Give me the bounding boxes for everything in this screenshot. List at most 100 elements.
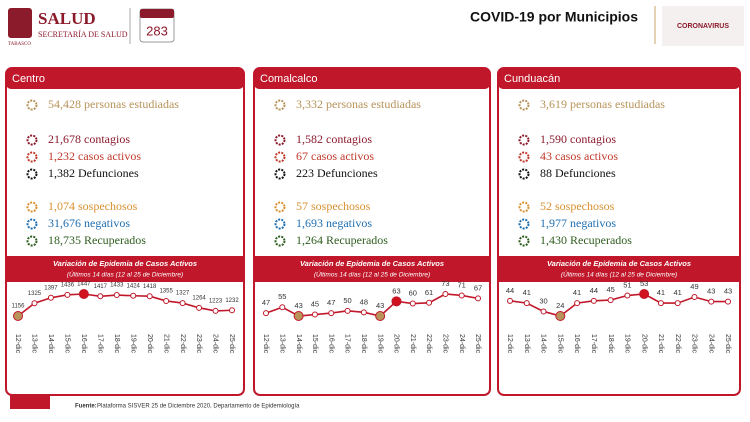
point [590,297,597,304]
point [163,297,170,304]
x-tick-label: 25-dic [724,334,731,354]
point [375,311,386,321]
chart-subtitle: (Últimos 14 días (12 al 25 de Diciembre) [67,270,183,279]
logo-state: TABASCO [8,42,31,47]
x-tick-label: 13-dic [278,334,285,354]
badge-box [662,6,744,46]
x-tick-label: 13-dic [31,334,38,354]
data-label: 1223 [209,299,223,305]
x-tick-label: 19-dic [624,334,631,354]
panel [253,67,491,396]
data-label: 49 [690,282,698,291]
calendar-top [140,9,174,18]
data-label: 44 [590,286,598,295]
stat: 1,430 Recuperados [540,233,632,247]
x-tick-label: 15-dic [311,334,318,354]
x-tick-label: 25-dic [474,334,481,354]
data-label: 1397 [44,285,58,291]
stat-text: sospechosos [311,199,371,213]
data-label: 30 [539,296,547,305]
chart-header [498,256,740,282]
stat: 1,074 sospechosos [48,199,138,213]
stat-icon [518,151,530,163]
data-label: 43 [707,287,715,296]
stat-number: 18,735 [48,233,81,247]
stat: 223 Defunciones [296,166,378,180]
stat-icon [26,218,38,230]
stat-icon [518,235,530,247]
panel-name: Centro [12,73,45,85]
logo-subtitle: SECRETARÍA DE SALUD [38,29,128,39]
stat-icon [26,99,38,111]
panel [5,67,245,396]
x-tick-label: 14-dic [295,334,302,354]
stat-icon [518,134,530,146]
data-label: 24 [556,301,564,310]
stat-text: personas estudiadas [570,97,665,111]
data-label: 55 [278,292,286,301]
data-label: 43 [376,301,384,310]
x-tick-label: 21-dic [409,334,416,354]
x-tick-label: 18-dic [360,334,367,354]
x-tick-label: 22-dic [674,334,681,354]
point [344,307,351,314]
x-tick-label: 12-dic [262,334,269,354]
stat-text: personas estudiadas [84,97,179,111]
point [328,310,335,317]
x-tick-label: 19-dic [376,334,383,354]
stat-number: 88 [540,166,552,180]
stat-number: 1,582 [296,132,323,146]
stat: 57 sospechosos [296,199,371,213]
stat-icon [26,201,38,213]
panel-name: Comalcalco [260,73,317,85]
stat-text: sospechosos [555,199,615,213]
stat: 3,619 personas estudiadas [540,97,665,111]
x-tick-label: 20-dic [146,334,153,354]
stat-text: casos activos [78,149,141,163]
stat-number: 54,428 [48,97,81,111]
point [555,311,566,321]
point [475,295,481,302]
footer-label: Fuente: [75,404,97,410]
point [311,311,318,318]
stat-text: negativos [84,216,130,230]
panel [497,67,741,396]
stat-icon [518,201,530,213]
x-tick-label: 16-dic [80,334,87,354]
stat-text: Defunciones [555,166,616,180]
stat-icon [274,218,286,230]
point [31,300,38,307]
data-label: 1424 [127,283,141,289]
stat-number: 1,074 [48,199,75,213]
stat-number: 1,977 [540,216,567,230]
logo-title: SALUD [38,9,96,28]
stat-number: 1,382 [48,166,75,180]
point [657,300,664,307]
data-label: 41 [657,288,665,297]
x-tick-label: 23-dic [691,334,698,354]
point [360,309,367,316]
stat: 1,382 Defunciones [48,166,139,180]
x-tick-label: 20-dic [640,334,647,354]
stat: 1,977 negativos [540,216,616,230]
stat-text: casos activos [311,149,374,163]
stat-icon [274,168,286,180]
data-label: 1418 [143,284,157,290]
data-label: 1447 [77,282,91,288]
stat-icon [26,151,38,163]
stat-icon [518,218,530,230]
data-label: 48 [360,297,368,306]
stat: 3,332 personas estudiadas [296,97,421,111]
point [691,294,698,301]
point [624,292,631,299]
x-tick-label: 24-dic [212,334,219,354]
x-tick-label: 12-dic [506,334,513,354]
x-tick-label: 19-dic [129,334,136,354]
chart-title: Variación de Epidemia de Casos Activos [300,259,444,268]
stat-number: 21,678 [48,132,81,146]
point [574,300,581,307]
panel-name: Cunduacán [504,73,560,85]
point [523,300,530,307]
x-tick-label: 14-dic [47,334,54,354]
